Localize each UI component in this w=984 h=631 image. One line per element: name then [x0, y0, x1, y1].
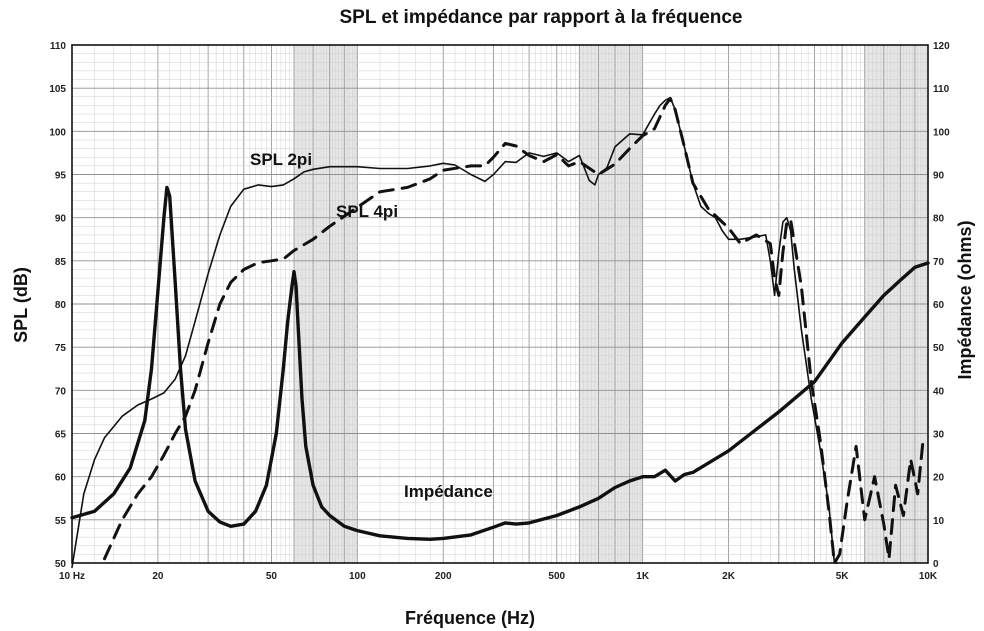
y2-tick-label: 120 [933, 41, 950, 52]
y2-axis-title: Impédance (ohms) [955, 220, 975, 379]
x-tick-label: 10K [919, 571, 938, 582]
y-tick-label: 90 [55, 214, 67, 225]
chart-title: SPL et impédance par rapport à la fréque… [340, 7, 743, 28]
annotation-spl-2pi: SPL 2pi [250, 150, 312, 169]
y2-tick-label: 50 [933, 343, 945, 354]
y-tick-label: 75 [55, 343, 67, 354]
y-tick-label: 50 [55, 559, 67, 570]
plot-frame [71, 44, 929, 564]
y-tick-label: 95 [55, 171, 67, 182]
y2-tick-label: 40 [933, 386, 945, 397]
x-tick-label: 50 [266, 571, 278, 582]
y2-tick-label: 80 [933, 214, 945, 225]
chart-series [70, 96, 930, 569]
y2-tick-label: 10 [933, 516, 945, 527]
series-line-spl-4pi [103, 97, 925, 565]
x-tick-label: 2K [722, 571, 736, 582]
x-tick-label: 200 [435, 571, 452, 582]
x-tick-label: 100 [349, 571, 366, 582]
y-tick-label: 80 [55, 300, 67, 311]
x-tick-label: 5K [836, 571, 850, 582]
y-tick-label: 55 [55, 516, 67, 527]
y-tick-label: 65 [55, 430, 67, 441]
y2-tick-label: 0 [933, 559, 939, 570]
y-tick-label: 110 [50, 41, 67, 52]
x-tick-label: 500 [548, 571, 565, 582]
y2-tick-label: 90 [933, 171, 945, 182]
series-line-imp-dance [70, 185, 930, 541]
y2-tick-label: 60 [933, 300, 945, 311]
y-tick-label: 100 [49, 127, 66, 138]
chart-grid [72, 45, 928, 563]
annotation-impedance: Impédance [404, 482, 493, 501]
y-axis-title: SPL (dB) [11, 267, 31, 343]
annotation-spl-4pi: SPL 4pi [336, 202, 398, 221]
y-tick-label: 60 [55, 473, 67, 484]
y2-tick-label: 70 [933, 257, 945, 268]
y2-tick-label: 30 [933, 430, 945, 441]
series-line-spl-2pi [71, 96, 838, 569]
y-tick-label: 105 [49, 84, 66, 95]
x-tick-label: 1K [636, 571, 650, 582]
y-tick-label: 85 [55, 257, 67, 268]
y2-tick-label: 110 [933, 84, 950, 95]
y2-tick-label: 20 [933, 473, 945, 484]
y-tick-label: 70 [55, 386, 67, 397]
x-axis-title: Fréquence (Hz) [405, 608, 535, 628]
tick-labels: 10 Hz 20 50 100 200 500 1K 2K 5K 10K5055606570758… [49, 41, 950, 582]
x-tick-label: 20 [152, 571, 164, 582]
x-tick-label: 10 Hz [59, 571, 85, 582]
y2-tick-label: 100 [933, 127, 950, 138]
